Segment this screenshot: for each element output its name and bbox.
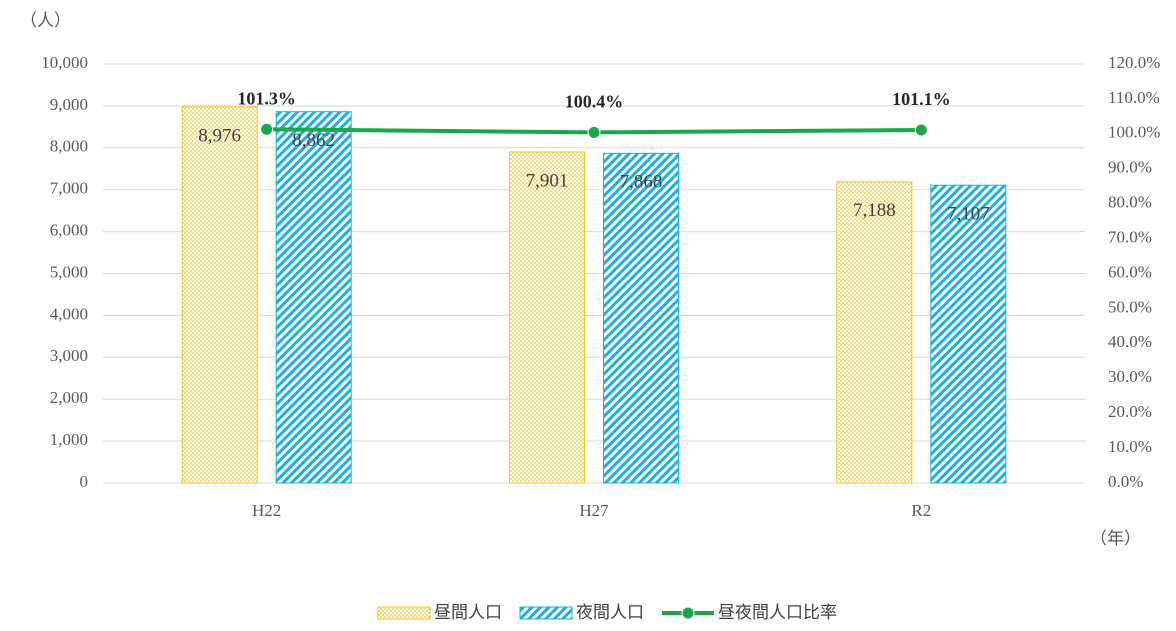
y2-tick-label: 120.0% bbox=[1108, 53, 1160, 72]
y2-tick-label: 20.0% bbox=[1108, 402, 1152, 421]
bar bbox=[603, 152, 679, 484]
legend-swatch bbox=[377, 606, 431, 620]
bar-value-label: 7,188 bbox=[853, 200, 896, 221]
bar bbox=[275, 111, 352, 484]
bar bbox=[509, 151, 585, 484]
y2-tick-label: 100.0% bbox=[1108, 123, 1160, 142]
bar bbox=[181, 106, 258, 484]
y-axis-label: （人） bbox=[20, 11, 71, 30]
marker bbox=[260, 122, 274, 136]
bar-value-label: 7,868 bbox=[620, 172, 663, 193]
y2-tick-label: 10.0% bbox=[1108, 437, 1152, 456]
y2-tick-label: 80.0% bbox=[1108, 193, 1152, 212]
y-tick-label: 2,000 bbox=[50, 388, 88, 407]
y-tick-label: 6,000 bbox=[50, 221, 88, 240]
legend-label: 夜間人口 bbox=[576, 603, 644, 623]
y2-tick-label: 0.0% bbox=[1108, 472, 1143, 491]
bar-value-label: 8,976 bbox=[198, 125, 241, 146]
y2-tick-label: 50.0% bbox=[1108, 297, 1152, 316]
bar-value-label: 7,107 bbox=[947, 204, 990, 225]
y-tick-label: 5,000 bbox=[50, 262, 88, 281]
y2-tick-label: 60.0% bbox=[1108, 262, 1152, 281]
bar-value-label: 8,862 bbox=[292, 130, 335, 151]
marker bbox=[914, 123, 928, 137]
y-tick-label: 0 bbox=[80, 472, 89, 491]
legend-marker bbox=[681, 606, 695, 620]
legend-swatch bbox=[519, 606, 573, 620]
y-tick-label: 9,000 bbox=[50, 95, 88, 114]
line-value-label: 101.3% bbox=[237, 88, 296, 108]
y-tick-label: 1,000 bbox=[50, 430, 88, 449]
x-tick-label: H22 bbox=[252, 501, 281, 520]
legend: 昼間人口 夜間人口 昼夜間人口比率 bbox=[377, 603, 837, 623]
bar-value-label: 7,901 bbox=[526, 170, 569, 191]
marker bbox=[587, 125, 601, 139]
line-value-label: 100.4% bbox=[565, 92, 624, 112]
y-tick-label: 8,000 bbox=[50, 137, 88, 156]
y-tick-label: 7,000 bbox=[50, 179, 88, 198]
bar bbox=[930, 184, 1007, 484]
y2-tick-label: 90.0% bbox=[1108, 158, 1152, 177]
y2-tick-label: 40.0% bbox=[1108, 332, 1152, 351]
legend-label: 昼夜間人口比率 bbox=[718, 603, 837, 623]
x-tick-label: H27 bbox=[579, 501, 609, 520]
y-tick-label: 10,000 bbox=[41, 53, 88, 72]
line-value-label: 101.1% bbox=[892, 89, 951, 109]
y-tick-label: 4,000 bbox=[50, 304, 88, 323]
bar bbox=[836, 181, 913, 484]
y2-tick-label: 110.0% bbox=[1108, 88, 1160, 107]
y2-tick-label: 70.0% bbox=[1108, 227, 1152, 246]
x-tick-label: R2 bbox=[911, 501, 931, 520]
x-axis-label: （年） bbox=[1090, 529, 1141, 548]
legend-label: 昼間人口 bbox=[434, 603, 502, 623]
y-tick-label: 3,000 bbox=[50, 346, 88, 365]
y2-tick-label: 30.0% bbox=[1108, 367, 1152, 386]
